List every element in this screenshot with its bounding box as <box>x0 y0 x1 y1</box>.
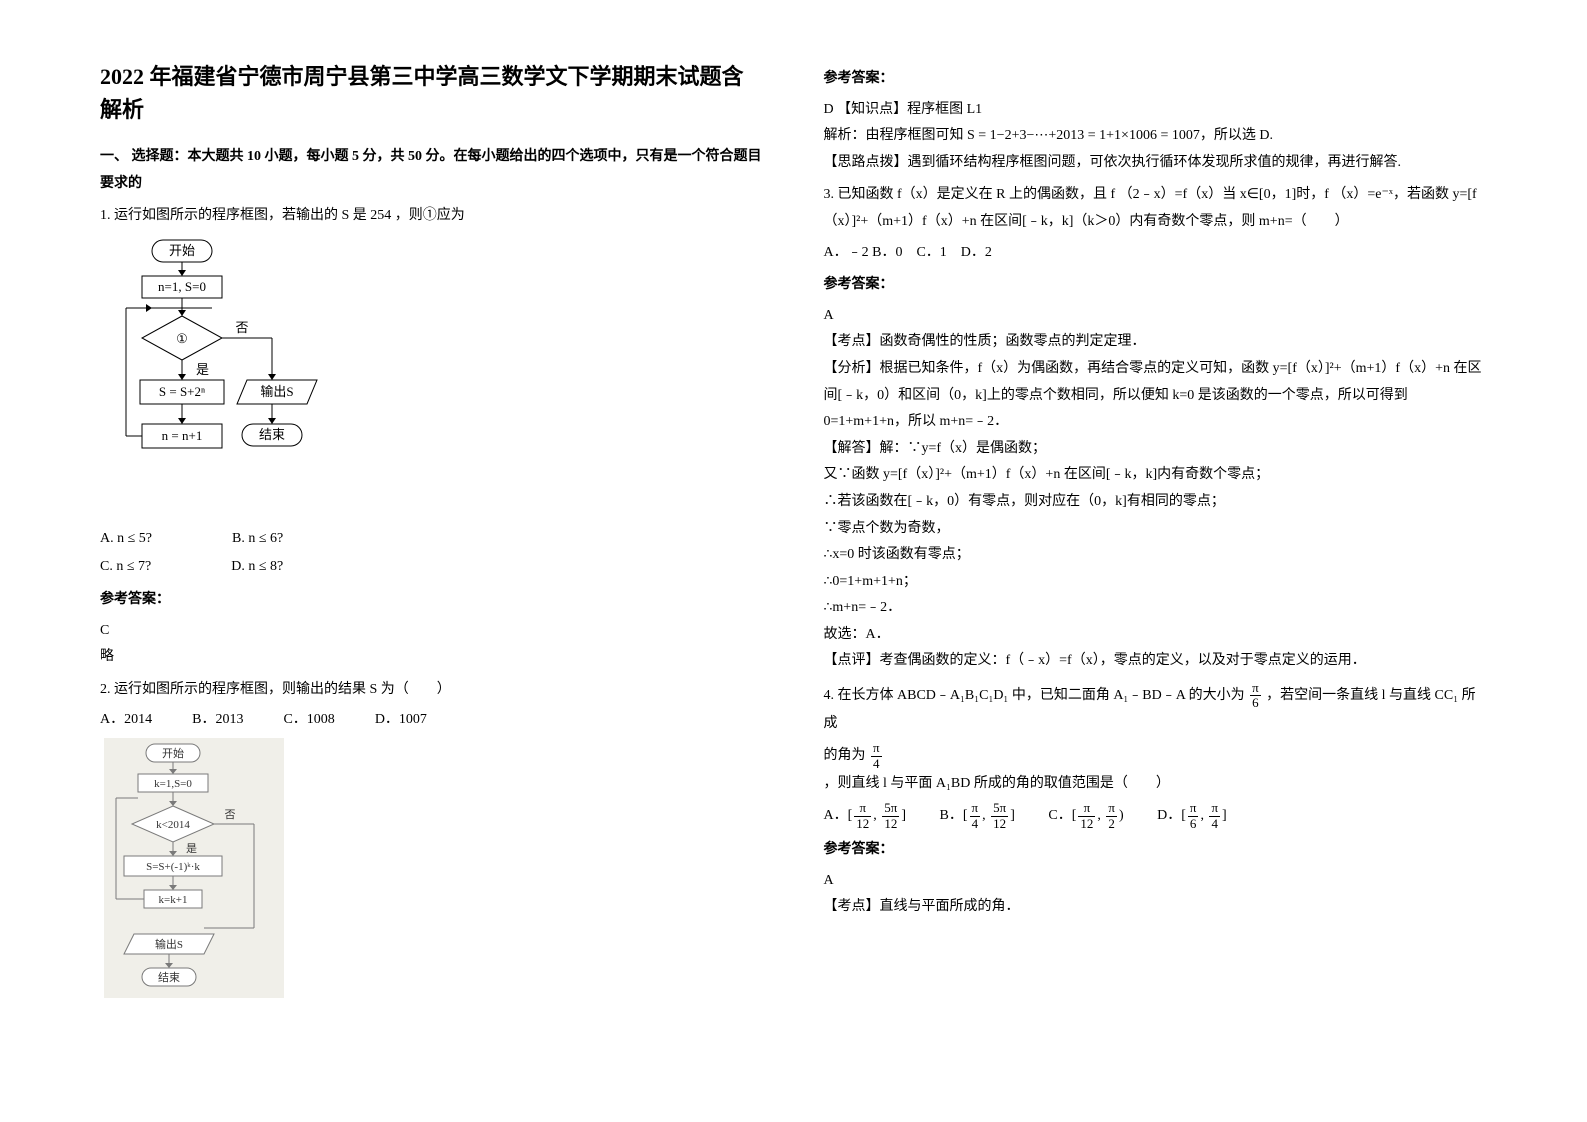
q4-stem-line2: 的角为 π 4 <box>824 741 1488 771</box>
q3-explain-9: ∴m+n=﹣2． <box>824 595 1488 622</box>
flow-update: S = S+2ⁿ <box>159 384 205 399</box>
q3-explain-5: ∴若该函数在[﹣k，0）有零点，则对应在（0，k]有相同的零点； <box>824 489 1488 516</box>
q3-explain-11: 【点评】考查偶函数的定义：f（﹣x）=f（x），零点的定义，以及对于零点定义的运… <box>824 648 1488 675</box>
svg-text:k=k+1: k=k+1 <box>159 894 188 906</box>
q1-opt-d: D. n ≤ 8? <box>231 554 283 581</box>
q2-opt-d: D．1007 <box>375 707 427 734</box>
q3-answer: A <box>824 303 1488 330</box>
left-column: 2022 年福建省宁德市周宁县第三中学高三数学文下学期期末试题含解析 一、 选择… <box>100 60 764 1013</box>
frac-pi-4: π 4 <box>869 741 884 771</box>
flow-out: 输出S <box>260 384 293 399</box>
q4-opt-a: A．[π12, 5π12] <box>824 808 910 823</box>
q4-opt-c: C．[π12, π2) <box>1048 808 1127 823</box>
flow-init: n=1, S=0 <box>158 279 206 294</box>
q1-answer-extra: 略 <box>100 644 764 671</box>
svg-text:输出S: 输出S <box>155 937 183 951</box>
q3-explain-10: 故选：A． <box>824 622 1488 649</box>
frac-pi-6: π 6 <box>1248 681 1263 711</box>
q1-answer: C <box>100 618 764 645</box>
exam-title: 2022 年福建省宁德市周宁县第三中学高三数学文下学期期末试题含解析 <box>100 60 764 126</box>
q3-explain-4: 又∵函数 y=[f（x）]²+（m+1）f（x）+n 在区间[﹣k，k]内有奇数… <box>824 462 1488 489</box>
flow-yes: 是 <box>196 362 209 377</box>
q3-explain-7: ∴x=0 时该函数有零点； <box>824 542 1488 569</box>
q4-opt-d: D．[π6, π4] <box>1157 808 1227 823</box>
flow-no: 否 <box>235 320 248 335</box>
q4-options: A．[π12, 5π12] B．[π4, 5π12] C．[π12, π2) D… <box>824 801 1488 831</box>
flow-start: 开始 <box>169 243 195 258</box>
svg-text:结束: 结束 <box>158 971 180 984</box>
q3-stem: 3. 已知函数 f（x）是定义在 R 上的偶函数，且 f （2﹣x）=f（x）当… <box>824 182 1488 235</box>
flow-cond: ① <box>176 331 188 346</box>
q4-stem-line1: 4. 在长方体 ABCD﹣A₁B₁C₁D₁ 中，已知二面角 A₁﹣BD﹣A 的大… <box>824 681 1488 737</box>
flow-end: 结束 <box>259 427 285 442</box>
q3-explain-6: ∵零点个数为奇数， <box>824 516 1488 543</box>
q2-explain-1: 解析：由程序框图可知 S = 1−2+3−⋯+2013 = 1+1×1006 =… <box>824 123 1488 150</box>
svg-text:k=1,S=0: k=1,S=0 <box>154 778 192 790</box>
q1-opt-a: A. n ≤ 5? <box>100 526 152 553</box>
q4-stem-line3: ，则直线 l 与平面 A₁BD 所成的角的取值范围是（ ） <box>824 771 1488 798</box>
svg-text:k<2014: k<2014 <box>156 819 190 831</box>
q2-opt-b: B．2013 <box>192 707 243 734</box>
q3-explain-8: ∴0=1+m+1+n； <box>824 569 1488 596</box>
q4-opt-b: B．[π4, 5π12] <box>940 808 1019 823</box>
right-column: 参考答案： D 【知识点】程序框图 L1 解析：由程序框图可知 S = 1−2+… <box>824 60 1488 1013</box>
svg-text:否: 否 <box>225 809 236 821</box>
q2-stem: 2. 运行如图所示的程序框图，则输出的结果 S 为（ ） <box>100 677 764 704</box>
q2-explain-2: 【思路点拨】遇到循环结构程序框图问题，可依次执行循环体发现所求值的规律，再进行解… <box>824 150 1488 177</box>
flow-inc: n = n+1 <box>162 428 203 443</box>
q1-opt-b: B. n ≤ 6? <box>232 526 283 553</box>
q4-answer: A <box>824 868 1488 895</box>
q2-opt-a: A．2014 <box>100 707 152 734</box>
q1-answer-head: 参考答案： <box>100 587 764 614</box>
q3-explain-1: 【考点】函数奇偶性的性质；函数零点的判定定理． <box>824 329 1488 356</box>
svg-text:开始: 开始 <box>162 746 184 760</box>
q2-answer-head: 参考答案： <box>824 66 1488 93</box>
q1-stem: 1. 运行如图所示的程序框图，若输出的 S 是 254 ，则①应为 <box>100 203 764 230</box>
q3-answer-head: 参考答案： <box>824 272 1488 299</box>
svg-text:是: 是 <box>186 842 197 855</box>
q3-explain-2: 【分析】根据已知条件，f（x）为偶函数，再结合零点的定义可知，函数 y=[f（x… <box>824 356 1488 436</box>
q3-explain-3: 【解答】解：∵y=f（x）是偶函数； <box>824 436 1488 463</box>
q4-explain: 【考点】直线与平面所成的角． <box>824 894 1488 921</box>
q1-flowchart: 开始 n=1, S=0 ① 否 <box>112 238 764 518</box>
q2-opt-c: C．1008 <box>283 707 334 734</box>
q4-answer-head: 参考答案： <box>824 837 1488 864</box>
q2-flowchart: 开始 k=1,S=0 k<2014 否 是 S=S+(-1)ᵏ·k <box>104 738 764 1009</box>
q1-opt-c: C. n ≤ 7? <box>100 554 151 581</box>
q2-answer-line: D 【知识点】程序框图 L1 <box>824 97 1488 124</box>
svg-text:S=S+(-1)ᵏ·k: S=S+(-1)ᵏ·k <box>146 861 200 873</box>
section-1-head: 一、 选择题：本大题共 10 小题，每小题 5 分，共 50 分。在每小题给出的… <box>100 144 764 197</box>
q3-options: A．﹣2 B．0 C．1 D．2 <box>824 240 1488 267</box>
